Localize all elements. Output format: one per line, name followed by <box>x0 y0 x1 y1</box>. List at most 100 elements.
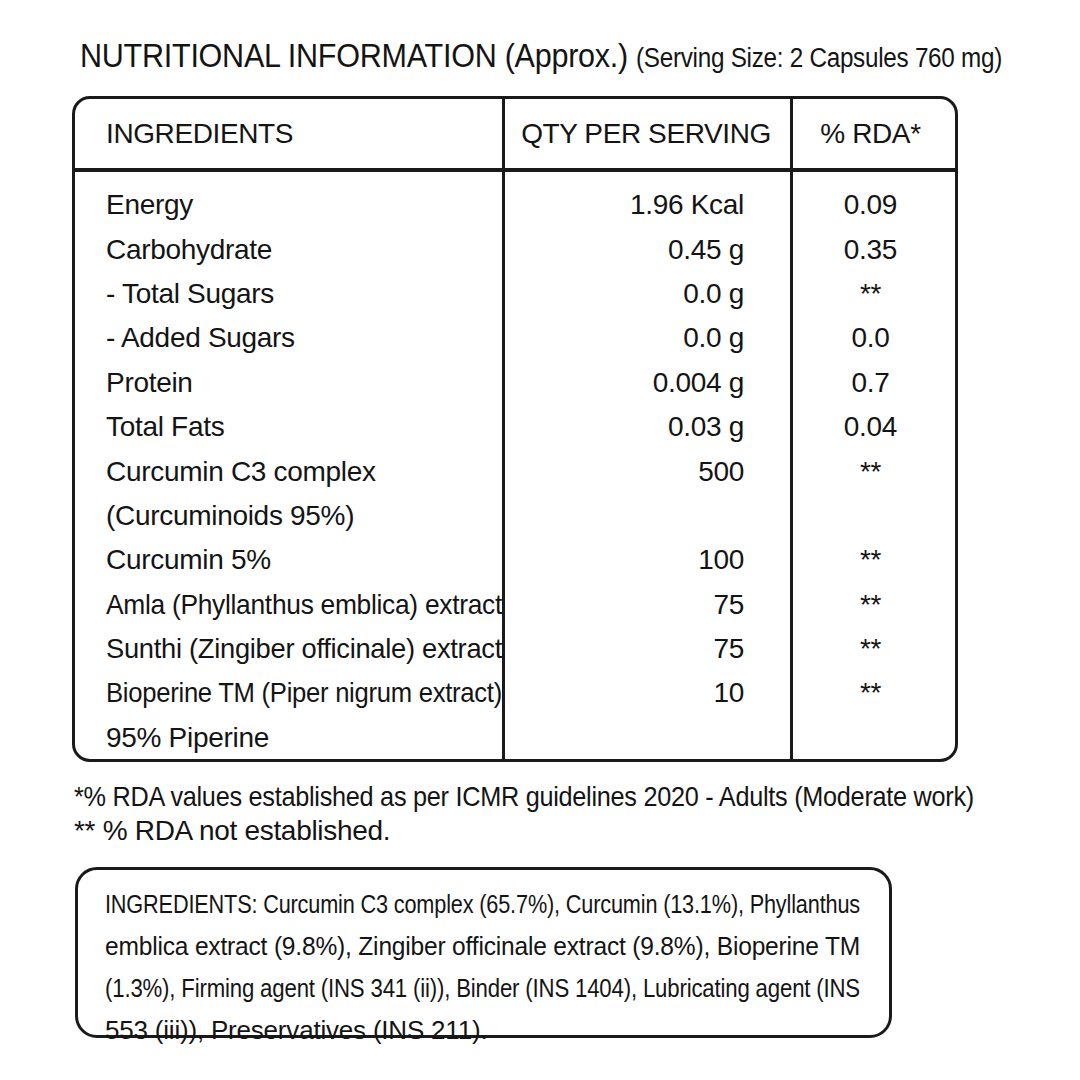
ingredients-line: (1.3%), Firming agent (INS 341 (ii)), Bi… <box>105 967 860 1009</box>
rda-cell: ** <box>790 544 951 576</box>
rda-cell: ** <box>790 278 951 310</box>
ingredient-name: Amla (Phyllanthus emblica) extract <box>106 589 502 621</box>
qty-cell: 0.0 g <box>502 322 790 354</box>
ingredient-cell: Total Fats <box>75 411 502 443</box>
ingredients-box: INGREDIENTS: Curcumin C3 complex (65.7%)… <box>75 867 892 1038</box>
ingredient-name: Bioperine TM (Piper nigrum extract) <box>106 677 502 709</box>
qty-cell: 75 <box>502 589 790 621</box>
qty-cell: 0.03 g <box>502 411 790 443</box>
table-row: Amla (Phyllanthus emblica) extract 75 ** <box>75 583 955 627</box>
ingredients-line: emblica extract (9.8%), Zingiber officin… <box>105 925 860 967</box>
rda-cell: 0.35 <box>790 234 951 266</box>
table-row: - Total Sugars 0.0 g ** <box>75 272 955 316</box>
qty-value: 10 <box>713 677 744 708</box>
page-title-line: NUTRITIONAL INFORMATION (Approx.) (Servin… <box>80 36 1002 75</box>
table-row: Total Fats 0.03 g 0.04 <box>75 405 955 449</box>
qty-cell: 0.004 g <box>502 367 790 399</box>
table-row: 95% Piperine <box>75 716 955 760</box>
qty-value: 1.96 Kcal <box>630 189 744 220</box>
ingredient-name: 95% Piperine <box>106 722 269 754</box>
rda-cell: 0.7 <box>790 367 951 399</box>
qty-value: 0.0 g <box>683 278 744 309</box>
rda-cell: 0.09 <box>790 189 951 221</box>
qty-cell: 0.0 g <box>502 278 790 310</box>
footnote-line-1: *% RDA values established as per ICMR gu… <box>74 780 974 814</box>
rda-cell: ** <box>790 589 951 621</box>
table-row: - Added Sugars 0.0 g 0.0 <box>75 316 955 360</box>
qty-value: 0.03 g <box>668 411 744 442</box>
ingredient-cell: Sunthi (Zingiber officinale) extract <box>75 633 502 665</box>
table-row: Protein 0.004 g 0.7 <box>75 361 955 405</box>
ingredient-name: Carbohydrate <box>106 234 272 266</box>
qty-value: 100 <box>698 544 744 575</box>
table-header-row: INGREDIENTS QTY PER SERVING % RDA* <box>75 99 955 168</box>
ingredient-cell: Curcumin 5% <box>75 544 502 576</box>
rda-value: 0.0 <box>851 322 889 353</box>
ingredient-name: Energy <box>106 189 193 221</box>
rda-value: 0.09 <box>844 189 897 220</box>
rda-value: ** <box>860 677 881 708</box>
header-rda: % RDA* <box>790 118 951 150</box>
rda-value: ** <box>860 278 881 309</box>
table-row: Curcumin C3 complex 500 ** <box>75 449 955 493</box>
ingredient-cell: Amla (Phyllanthus emblica) extract <box>75 589 502 621</box>
qty-cell: 0.45 g <box>502 234 790 266</box>
ingredient-name: - Total Sugars <box>106 278 274 310</box>
qty-value: 500 <box>698 456 744 487</box>
rda-value: 0.7 <box>851 367 889 398</box>
qty-value: 0.004 g <box>653 367 744 398</box>
rda-cell: 0.04 <box>790 411 951 443</box>
ingredients-line: 553 (iii)), Preservatives (INS 211). <box>105 1009 860 1051</box>
table-row: Energy 1.96 Kcal 0.09 <box>75 183 955 227</box>
ingredient-name: Total Fats <box>106 411 224 443</box>
rda-value: ** <box>860 633 881 664</box>
rda-cell: 0.0 <box>790 322 951 354</box>
title-serving-size: (Serving Size: 2 Capsules 760 mg) <box>636 43 1002 73</box>
qty-cell: 500 <box>502 456 790 488</box>
qty-cell: 100 <box>502 544 790 576</box>
rda-value: 0.35 <box>844 234 897 265</box>
qty-cell: 1.96 Kcal <box>502 189 790 221</box>
rda-value: ** <box>860 456 881 487</box>
ingredient-cell: Curcumin C3 complex <box>75 456 502 488</box>
ingredient-cell: Protein <box>75 367 502 399</box>
rda-cell: ** <box>790 677 951 709</box>
footnote-line-2: ** % RDA not established. <box>74 814 390 848</box>
header-separator <box>75 168 955 172</box>
ingredient-cell: Carbohydrate <box>75 234 502 266</box>
rda-cell: ** <box>790 456 951 488</box>
ingredient-name: Protein <box>106 367 193 399</box>
ingredient-cell: - Total Sugars <box>75 278 502 310</box>
footnote-rda-not-established: ** % RDA not established. <box>74 814 974 848</box>
title-main: NUTRITIONAL INFORMATION (Approx.) <box>80 36 628 74</box>
ingredient-name: Curcumin C3 complex <box>106 456 376 488</box>
rda-value: ** <box>860 589 881 620</box>
rda-value: 0.04 <box>844 411 897 442</box>
ingredients-text: INGREDIENTS: Curcumin C3 complex (65.7%)… <box>105 883 860 1051</box>
qty-cell: 10 <box>502 677 790 709</box>
qty-cell: 75 <box>502 633 790 665</box>
table-row: Sunthi (Zingiber officinale) extract 75 … <box>75 627 955 671</box>
ingredient-cell: - Added Sugars <box>75 322 502 354</box>
ingredient-cell: Bioperine TM (Piper nigrum extract) <box>75 677 502 709</box>
nutrition-table: INGREDIENTS QTY PER SERVING % RDA* Energ… <box>72 96 958 762</box>
table-row: Bioperine TM (Piper nigrum extract) 10 *… <box>75 671 955 715</box>
table-body: Energy 1.96 Kcal 0.09 Carbohydrate 0.45 … <box>75 183 955 760</box>
page-title: NUTRITIONAL INFORMATION (Approx.) (Servin… <box>80 36 1002 80</box>
ingredient-name: - Added Sugars <box>106 322 295 354</box>
ingredients-line: INGREDIENTS: Curcumin C3 complex (65.7%)… <box>105 883 860 925</box>
table-row: Curcumin 5% 100 ** <box>75 538 955 582</box>
qty-value: 75 <box>713 589 744 620</box>
header-ingredients: INGREDIENTS <box>75 118 502 150</box>
ingredient-name: Curcumin 5% <box>106 544 271 576</box>
rda-value: ** <box>860 544 881 575</box>
table-row: Carbohydrate 0.45 g 0.35 <box>75 227 955 271</box>
footnote-rda-established: *% RDA values established as per ICMR gu… <box>74 780 974 814</box>
ingredient-cell: 95% Piperine <box>75 722 502 754</box>
qty-value: 75 <box>713 633 744 664</box>
ingredient-cell: Energy <box>75 189 502 221</box>
ingredient-name: Sunthi (Zingiber officinale) extract <box>106 633 502 665</box>
header-qty-per-serving: QTY PER SERVING <box>502 118 790 150</box>
ingredient-name: (Curcuminoids 95%) <box>106 500 354 532</box>
table-row: (Curcuminoids 95%) <box>75 494 955 538</box>
